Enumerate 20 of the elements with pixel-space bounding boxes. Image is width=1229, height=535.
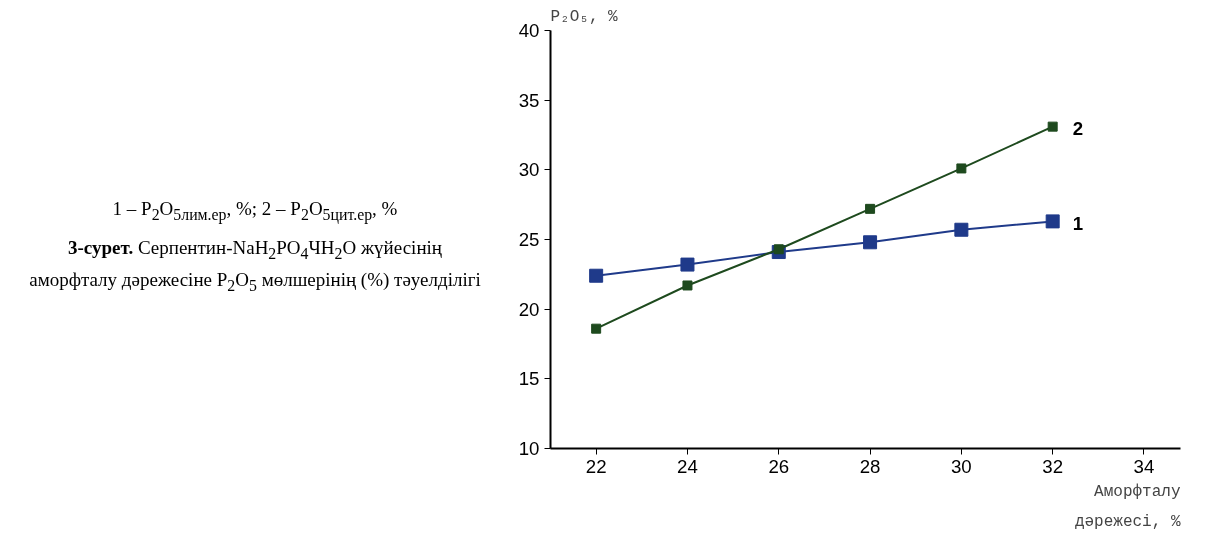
y-tick-label: 35 bbox=[518, 89, 540, 111]
text: 3-сурет. Серпентин-NaH$_{2}$PO$_{4}$ЧH$_{2}$O жүйесінің аморфталу дәрежесіне P$_{2}$O$_{5}$ мөлшерінің (%) тәуелділігі bbox=[29, 237, 481, 294]
x-tick-label: 30 bbox=[950, 455, 972, 477]
text: 1 – P$_{2}$O$_{5лим.ер}$, %; 2 – P$_{2}$O$_{5цит.ер}$, % bbox=[112, 198, 398, 223]
y-tick-label: 15 bbox=[518, 368, 540, 390]
y-axis-title: P₂O₅, % bbox=[550, 7, 619, 26]
series-label: 1 bbox=[1072, 212, 1084, 234]
x-tick-label: 34 bbox=[1133, 455, 1155, 477]
x-tick-label: 24 bbox=[677, 455, 698, 477]
x-axis-title: Аморфталу дәрежесі, % bbox=[1074, 482, 1181, 531]
y-tick-label: 20 bbox=[518, 298, 540, 320]
y-tick-label: 40 bbox=[518, 20, 540, 41]
x-tick-label: 32 bbox=[1042, 455, 1064, 477]
y-tick-label: 25 bbox=[518, 229, 540, 250]
y-tick-label: 10 bbox=[518, 438, 540, 459]
x-tick-label: 28 bbox=[859, 455, 881, 477]
series-label: 2 bbox=[1072, 118, 1084, 140]
x-tick-label: 22 bbox=[585, 455, 607, 477]
x-tick-label: 26 bbox=[768, 455, 790, 477]
y-tick-label: 30 bbox=[518, 159, 540, 181]
